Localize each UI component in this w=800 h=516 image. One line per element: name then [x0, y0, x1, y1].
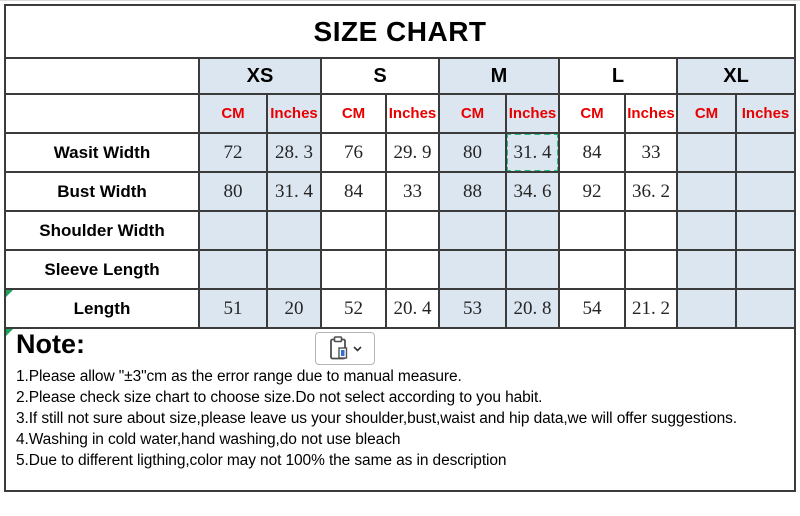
row-label-length[interactable]: Length: [4, 288, 200, 329]
size-header-l[interactable]: L: [558, 57, 678, 95]
cell-waist-l-cm[interactable]: 84: [558, 132, 626, 173]
cell-shoulder-xl-inches[interactable]: [734, 210, 797, 251]
note-item: 4.Washing in cold water,hand washing,do …: [16, 431, 401, 448]
paste-options-button[interactable]: [315, 332, 375, 365]
cell-sleeve-s-inches[interactable]: [385, 249, 440, 290]
unit-header-row: CM Inches CM Inches CM Inches CM Inches …: [4, 93, 797, 134]
cell-waist-l-inches[interactable]: 33: [624, 132, 678, 173]
cell-waist-xs-inches[interactable]: 28. 3: [266, 132, 322, 173]
row-label-waist[interactable]: Wasit Width: [4, 132, 200, 173]
table-row-length: Length 51 20 52 20. 4 53 20. 8 54 21. 2: [4, 288, 797, 329]
cell-length-l-cm[interactable]: 54: [558, 288, 626, 329]
row-label-bust[interactable]: Bust Width: [4, 171, 200, 212]
unit-header-xs-inches[interactable]: Inches: [266, 93, 322, 134]
size-header-row: XS S M L XL: [4, 57, 797, 95]
cell-length-xs-inches[interactable]: 20: [266, 288, 322, 329]
corner-cell[interactable]: [4, 57, 200, 95]
cell-shoulder-xs-cm[interactable]: [198, 210, 268, 251]
table-row-waist: Wasit Width 72 28. 3 76 29. 9 80 31. 4 8…: [4, 132, 797, 173]
cell-waist-xs-cm[interactable]: 72: [198, 132, 268, 173]
cell-length-l-inches[interactable]: 21. 2: [624, 288, 678, 329]
cell-sleeve-m-cm[interactable]: [438, 249, 507, 290]
cell-sleeve-xl-cm[interactable]: [676, 249, 737, 290]
unit-header-l-inches[interactable]: Inches: [624, 93, 678, 134]
cell-waist-m-cm[interactable]: 80: [438, 132, 507, 173]
note-cell[interactable]: Note: 1.Please allow "±3"cm as the error…: [4, 329, 796, 492]
table-row-bust: Bust Width 80 31. 4 84 33 88 34. 6 92 36…: [4, 171, 797, 212]
cell-sleeve-xl-inches[interactable]: [734, 249, 797, 290]
unit-header-m-cm[interactable]: CM: [438, 93, 507, 134]
error-indicator-icon: [7, 291, 13, 297]
cell-waist-xl-inches[interactable]: [734, 132, 797, 173]
row-label-length-text: Length: [73, 298, 131, 318]
unit-header-xl-inches[interactable]: Inches: [734, 93, 797, 134]
unit-corner-cell[interactable]: [4, 93, 200, 134]
cell-shoulder-s-cm[interactable]: [320, 210, 387, 251]
cell-waist-xl-cm[interactable]: [676, 132, 737, 173]
cell-bust-m-inches[interactable]: 34. 6: [505, 171, 560, 212]
cell-shoulder-xl-cm[interactable]: [676, 210, 737, 251]
cell-length-m-cm[interactable]: 53: [438, 288, 507, 329]
cell-length-s-cm[interactable]: 52: [320, 288, 387, 329]
cell-shoulder-m-inches[interactable]: [505, 210, 560, 251]
cell-shoulder-s-inches[interactable]: [385, 210, 440, 251]
table-row-sleeve: Sleeve Length: [4, 249, 797, 290]
cell-length-m-inches[interactable]: 20. 8: [505, 288, 560, 329]
row-label-sleeve[interactable]: Sleeve Length: [4, 249, 200, 290]
cell-bust-xs-cm[interactable]: 80: [198, 171, 268, 212]
note-item: 1.Please allow "±3"cm as the error range…: [16, 368, 462, 385]
cell-sleeve-xs-cm[interactable]: [198, 249, 268, 290]
title-row: SIZE CHART: [3, 4, 797, 59]
cell-shoulder-xs-inches[interactable]: [266, 210, 322, 251]
note-item: 5.Due to different ligthing,color may no…: [16, 452, 507, 469]
unit-header-xs-cm[interactable]: CM: [198, 93, 268, 134]
cell-shoulder-l-inches[interactable]: [624, 210, 678, 251]
cell-shoulder-l-cm[interactable]: [558, 210, 626, 251]
cell-sleeve-l-cm[interactable]: [558, 249, 626, 290]
error-indicator-icon: [6, 329, 13, 336]
size-header-xl[interactable]: XL: [675, 57, 797, 95]
unit-header-m-inches[interactable]: Inches: [505, 93, 560, 134]
chevron-down-icon[interactable]: [352, 345, 362, 352]
cell-bust-s-cm[interactable]: 84: [320, 171, 387, 212]
note-item: 3.If still not sure about size,please le…: [16, 410, 737, 427]
cell-bust-s-inches[interactable]: 33: [385, 171, 440, 212]
row-label-shoulder[interactable]: Shoulder Width: [4, 210, 200, 251]
cell-bust-l-cm[interactable]: 92: [558, 171, 626, 212]
sheet-gridline: [0, 0, 800, 1]
cell-sleeve-l-inches[interactable]: [624, 249, 678, 290]
size-header-xs[interactable]: XS: [198, 57, 322, 95]
clipboard-paste-icon: [329, 336, 347, 360]
size-chart-table: SIZE CHART XS S M L XL CM Inches CM Inch…: [3, 4, 797, 329]
table-row-shoulder: Shoulder Width: [4, 210, 797, 251]
cell-bust-m-cm[interactable]: 88: [438, 171, 507, 212]
cell-length-xl-cm[interactable]: [676, 288, 737, 329]
unit-header-s-cm[interactable]: CM: [320, 93, 387, 134]
unit-header-s-inches[interactable]: Inches: [385, 93, 440, 134]
page-title[interactable]: SIZE CHART: [3, 4, 797, 59]
cell-bust-xl-cm[interactable]: [676, 171, 737, 212]
size-header-m[interactable]: M: [438, 57, 560, 95]
selected-cell-marquee[interactable]: 31. 4: [505, 132, 560, 173]
cell-length-xl-inches[interactable]: [734, 288, 797, 329]
unit-header-xl-cm[interactable]: CM: [676, 93, 737, 134]
cell-sleeve-m-inches[interactable]: [505, 249, 560, 290]
cell-sleeve-s-cm[interactable]: [320, 249, 387, 290]
cell-waist-s-inches[interactable]: 29. 9: [385, 132, 440, 173]
cell-bust-xl-inches[interactable]: [734, 171, 797, 212]
cell-waist-s-cm[interactable]: 76: [320, 132, 387, 173]
cell-bust-xs-inches[interactable]: 31. 4: [266, 171, 322, 212]
cell-length-s-inches[interactable]: 20. 4: [385, 288, 440, 329]
size-chart-sheet: SIZE CHART XS S M L XL CM Inches CM Inch…: [3, 4, 797, 492]
cell-shoulder-m-cm[interactable]: [438, 210, 507, 251]
note-item: 2.Please check size chart to choose size…: [16, 389, 543, 406]
cell-length-xs-cm[interactable]: 51: [198, 288, 268, 329]
note-heading: Note:: [16, 329, 85, 359]
note-list: 1.Please allow "±3"cm as the error range…: [16, 366, 794, 471]
size-header-s[interactable]: S: [320, 57, 440, 95]
unit-header-l-cm[interactable]: CM: [558, 93, 626, 134]
cell-sleeve-xs-inches[interactable]: [266, 249, 322, 290]
cell-bust-l-inches[interactable]: 36. 2: [624, 171, 678, 212]
